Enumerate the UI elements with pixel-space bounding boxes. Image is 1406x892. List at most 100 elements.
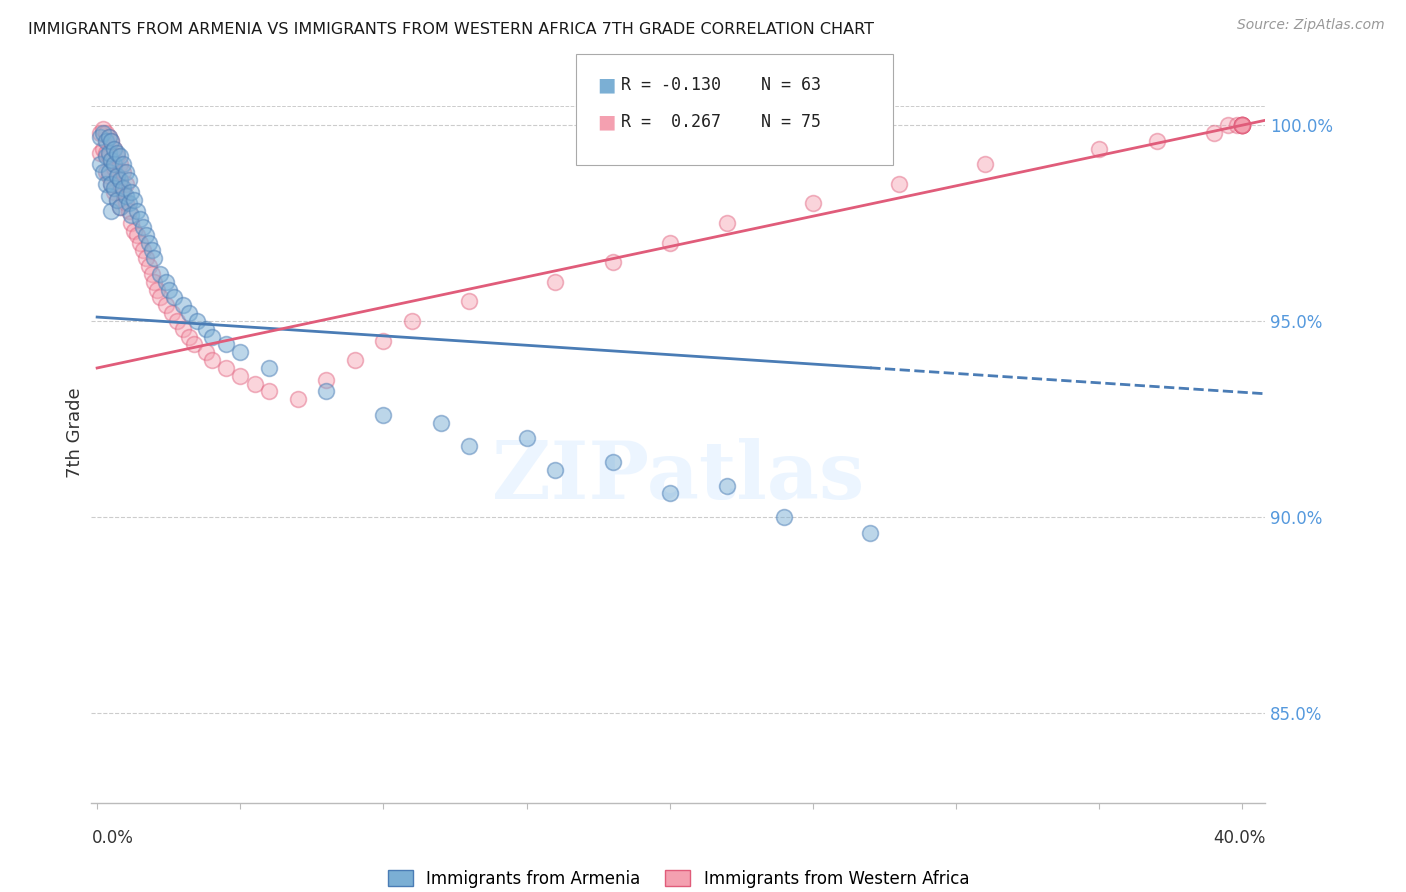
Point <box>315 384 337 399</box>
Point <box>172 322 194 336</box>
Point <box>773 509 796 524</box>
Point <box>97 129 120 144</box>
Point <box>201 353 224 368</box>
Point <box>124 193 146 207</box>
Point <box>1232 118 1254 132</box>
Point <box>100 134 122 148</box>
Point <box>138 235 160 250</box>
Point <box>97 145 120 160</box>
Point <box>177 306 200 320</box>
Point <box>97 188 120 202</box>
Point <box>111 181 134 195</box>
Point <box>89 129 111 144</box>
Point <box>183 337 205 351</box>
Point <box>111 165 134 179</box>
Point <box>114 188 136 202</box>
Point <box>103 142 125 156</box>
Point <box>100 204 122 219</box>
Point <box>97 165 120 179</box>
Point <box>215 337 238 351</box>
Point <box>117 204 139 219</box>
Point <box>105 193 128 207</box>
Point <box>108 200 131 214</box>
Point <box>602 255 624 269</box>
Point <box>103 185 125 199</box>
Text: R = -0.130    N = 63: R = -0.130 N = 63 <box>621 76 821 94</box>
Point <box>97 129 120 144</box>
Point <box>1232 118 1254 132</box>
Point <box>103 181 125 195</box>
Point <box>114 196 136 211</box>
Point <box>887 177 910 191</box>
Point <box>108 177 131 191</box>
Point <box>1218 118 1240 132</box>
Point <box>149 290 172 304</box>
Point <box>117 196 139 211</box>
Point <box>114 177 136 191</box>
Point <box>458 439 481 453</box>
Point <box>94 126 117 140</box>
Point <box>172 298 194 312</box>
Point <box>94 145 117 160</box>
Point <box>103 157 125 171</box>
Point <box>1146 134 1168 148</box>
Point <box>94 134 117 148</box>
Y-axis label: 7th Grade: 7th Grade <box>66 387 84 478</box>
Point <box>89 126 111 140</box>
Point <box>100 177 122 191</box>
Point <box>1226 118 1249 132</box>
Text: 0.0%: 0.0% <box>91 829 134 847</box>
Point <box>287 392 309 407</box>
Point <box>132 244 155 258</box>
Point <box>401 314 423 328</box>
Point <box>97 169 120 183</box>
Point <box>163 290 186 304</box>
Text: Source: ZipAtlas.com: Source: ZipAtlas.com <box>1237 18 1385 32</box>
Point <box>91 142 114 156</box>
Point <box>135 252 157 266</box>
Point <box>100 177 122 191</box>
Point <box>544 463 567 477</box>
Point <box>143 252 166 266</box>
Point <box>201 329 224 343</box>
Point <box>1232 118 1254 132</box>
Point <box>91 165 114 179</box>
Point <box>132 219 155 234</box>
Text: ■: ■ <box>598 75 616 95</box>
Point <box>105 149 128 163</box>
Point <box>146 283 169 297</box>
Point <box>1232 118 1254 132</box>
Point <box>149 267 172 281</box>
Point <box>194 322 217 336</box>
Point <box>108 157 131 171</box>
Point <box>105 169 128 183</box>
Point <box>801 196 824 211</box>
Point <box>177 329 200 343</box>
Point <box>108 200 131 214</box>
Point <box>315 373 337 387</box>
Point <box>373 408 395 422</box>
Point <box>155 275 177 289</box>
Point <box>1088 142 1111 156</box>
Point <box>121 185 143 199</box>
Point <box>859 525 882 540</box>
Text: ■: ■ <box>598 112 616 132</box>
Point <box>121 216 143 230</box>
Point <box>229 368 252 383</box>
Point <box>111 185 134 199</box>
Point <box>100 153 122 168</box>
Point <box>157 283 180 297</box>
Point <box>229 345 252 359</box>
Point <box>155 298 177 312</box>
Point <box>160 306 183 320</box>
Point <box>127 204 149 219</box>
Point <box>1202 126 1225 140</box>
Point <box>94 149 117 163</box>
Point <box>186 314 208 328</box>
Point <box>215 361 238 376</box>
Point <box>716 478 738 492</box>
Point <box>343 353 366 368</box>
Point <box>1232 118 1254 132</box>
Point <box>373 334 395 348</box>
Point <box>100 134 122 148</box>
